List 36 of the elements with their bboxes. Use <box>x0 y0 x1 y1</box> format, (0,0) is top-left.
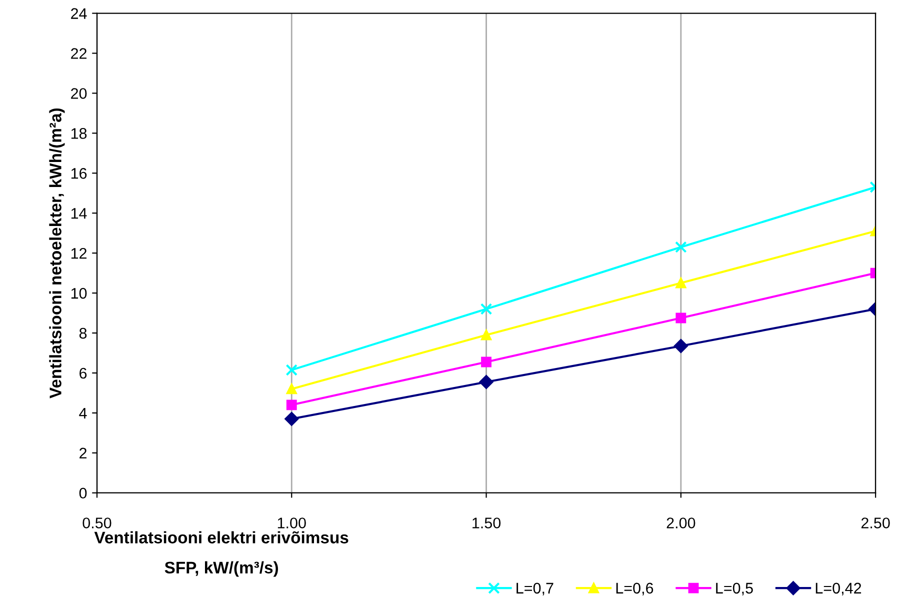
y-tick-label: 2 <box>80 448 86 458</box>
point <box>481 356 492 368</box>
point <box>480 303 492 315</box>
x-tick-label: 0.50 <box>82 518 112 528</box>
point <box>479 375 494 389</box>
legend-label: L=0,42 <box>816 582 862 596</box>
point <box>675 241 687 253</box>
point <box>286 364 298 376</box>
x-axis-title: Ventilatsiooni elektri erivõimsus SFP, kW/(m³/s) <box>94 531 348 577</box>
y-tick-label: 18 <box>71 128 87 139</box>
y-tick-label: 4 <box>79 408 87 418</box>
y-tick-label: 14 <box>71 208 87 219</box>
y-tick-label: 12 <box>71 248 86 259</box>
point <box>481 330 492 340</box>
x-tick-label: 1.50 <box>472 518 501 528</box>
legend-label: L=0,6 <box>616 582 654 596</box>
y-tick-label: 16 <box>71 168 87 179</box>
y-tick-label: 24 <box>71 8 87 19</box>
point <box>286 400 297 410</box>
y-tick-label: 8 <box>79 328 87 339</box>
legend-label: L=0,5 <box>716 582 753 596</box>
x-tick-label: 2.50 <box>861 518 890 528</box>
y-tick-label: 20 <box>71 88 87 99</box>
x-tick-label: 2.00 <box>666 518 696 528</box>
point <box>674 339 688 353</box>
x-tick-label: 1.00 <box>278 518 306 528</box>
y-tick-label: 10 <box>71 288 87 299</box>
point <box>676 312 686 324</box>
y-tick-label: 6 <box>80 368 87 379</box>
point <box>286 384 297 394</box>
legend-label: L=0,7 <box>516 582 554 596</box>
y-tick-label: 22 <box>71 48 86 59</box>
y-axis-title: Ventilatsiooni netoelekter, kWh/(m²a) <box>49 108 65 398</box>
point <box>676 278 686 288</box>
point <box>284 412 299 426</box>
y-tick-label: 0 <box>79 488 87 499</box>
